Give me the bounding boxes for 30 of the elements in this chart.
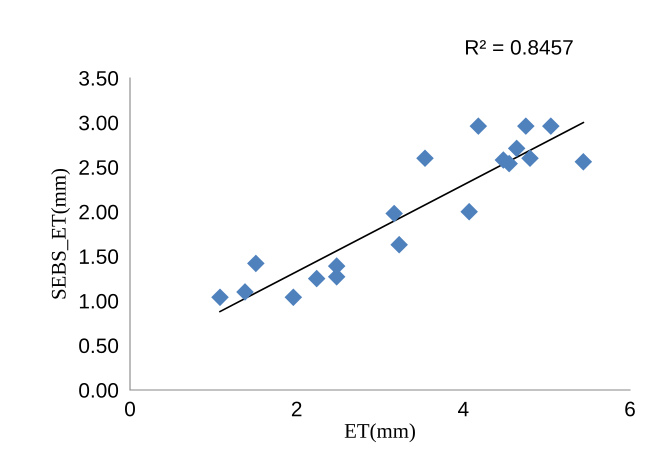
y-tick-label: 2.50 bbox=[79, 160, 118, 175]
y-tick-label: 1.50 bbox=[80, 249, 118, 264]
y-axis-title: SEBS_ET(mm) bbox=[51, 168, 70, 299]
x-axis-title: ET(mm) bbox=[344, 423, 415, 442]
y-tick-label: 3.50 bbox=[79, 71, 118, 86]
point bbox=[385, 204, 403, 222]
x-tick-label: 2 bbox=[292, 402, 302, 416]
point bbox=[470, 117, 488, 135]
y-tick-label: 3.00 bbox=[79, 116, 118, 130]
point bbox=[236, 283, 254, 301]
point bbox=[390, 236, 408, 254]
point bbox=[542, 117, 560, 135]
point bbox=[574, 153, 592, 171]
x-tick-label: 4 bbox=[458, 402, 469, 416]
point bbox=[508, 140, 526, 158]
text: R² = 0.8457 bbox=[466, 40, 573, 55]
point bbox=[517, 117, 535, 135]
y-tick-label: 1.00 bbox=[80, 294, 118, 309]
point bbox=[416, 149, 434, 168]
point bbox=[521, 149, 539, 168]
y-tick-label: 0.00 bbox=[79, 383, 118, 398]
point bbox=[460, 202, 478, 220]
point bbox=[211, 288, 229, 306]
point bbox=[247, 254, 265, 272]
y-tick-label: 2.00 bbox=[79, 204, 118, 220]
point bbox=[308, 270, 326, 288]
x-tick-label: 0 bbox=[125, 402, 135, 416]
point bbox=[284, 288, 302, 306]
y-tick-label: 0.50 bbox=[79, 338, 118, 354]
x-tick-label: 6 bbox=[625, 402, 635, 416]
